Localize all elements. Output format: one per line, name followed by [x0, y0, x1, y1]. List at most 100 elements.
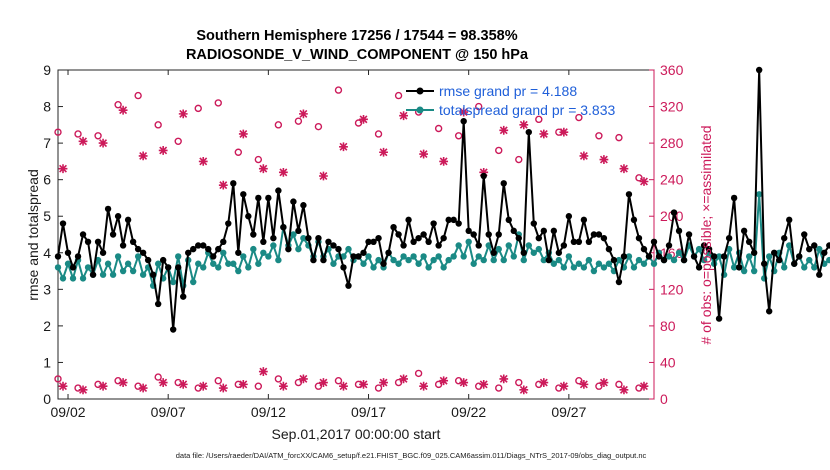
totalspread-marker — [520, 256, 527, 264]
obs_possible_upper-point — [334, 86, 343, 94]
y-tick-label-right-360: 360 — [660, 62, 684, 78]
totalspread-marker — [129, 267, 137, 275]
rmse-marker — [69, 264, 77, 271]
totalspread-marker — [134, 253, 142, 260]
legend: rmse grand pr = 4.188 totalspread grand … — [406, 83, 616, 118]
totalspread-marker — [816, 245, 823, 253]
obs_possible_upper-point — [174, 137, 182, 145]
totalspread-marker — [84, 264, 92, 271]
obs_possible_upper-point — [575, 113, 583, 122]
rmse-marker — [610, 256, 618, 264]
obs_possible_lower-point — [214, 377, 222, 385]
obs_assimilated_lower-glyph — [599, 378, 609, 387]
rmse-marker — [400, 242, 407, 249]
obs_assimilated_lower-point — [238, 379, 248, 389]
obs_assimilated_upper-glyph — [238, 129, 248, 139]
totalspread-marker — [175, 253, 182, 260]
totalspread-marker — [550, 260, 558, 267]
legend-spread-label: totalspread grand pr = 3.833 — [439, 102, 616, 118]
totalspread-marker — [595, 260, 603, 267]
rmse-marker — [380, 260, 387, 267]
obs_possible_lower-point — [414, 369, 423, 378]
x-tick-label-09/22: 09/22 — [451, 404, 486, 420]
obs_assimilated_lower-point — [299, 374, 308, 384]
legend-spread-marker — [416, 106, 424, 114]
rmse-marker — [455, 220, 462, 227]
obs_assimilated_upper-glyph — [138, 151, 148, 161]
obs_possible_upper-point — [595, 132, 603, 140]
obs_assimilated_lower-glyph — [619, 385, 629, 395]
rmse-marker — [74, 253, 82, 260]
y-tick-label-left-4: 4 — [43, 245, 51, 261]
totalspread-marker — [650, 260, 658, 267]
obs_assimilated_upper-point — [459, 107, 469, 117]
rmse-marker — [114, 213, 122, 220]
y-tick-label-left-9: 9 — [43, 62, 51, 78]
obs_assimilated_lower-glyph — [238, 379, 248, 389]
obs_assimilated_lower-glyph — [579, 379, 589, 389]
y-tick-label-left-8: 8 — [43, 99, 51, 115]
totalspread-marker — [635, 256, 643, 264]
rmse-marker — [560, 242, 568, 249]
totalspread-marker — [590, 267, 598, 275]
obs_assimilated_upper-glyph — [579, 151, 589, 161]
rmse-marker — [185, 249, 192, 256]
obs_assimilated_upper-glyph — [539, 129, 549, 139]
obs_possible_lower-point — [394, 378, 403, 387]
obs_assimilated_upper-point — [539, 129, 549, 139]
rmse-marker — [89, 271, 97, 278]
totalspread-marker — [700, 256, 708, 264]
obs_assimilated_upper-glyph — [439, 156, 449, 166]
totalspread-marker — [460, 253, 467, 260]
totalspread-marker — [480, 256, 487, 264]
obs_possible_lower-point — [495, 384, 503, 392]
rmse-marker — [796, 253, 803, 260]
totalspread-marker — [580, 264, 588, 271]
obs_assimilated_lower-glyph — [138, 383, 148, 393]
obs_assimilated_upper-glyph — [98, 138, 108, 148]
rmse-marker — [740, 227, 748, 235]
rmse-marker — [225, 220, 232, 227]
rmse-marker — [375, 234, 382, 242]
obs_assimilated_upper-point — [359, 114, 368, 124]
rmse-marker — [335, 245, 342, 253]
rmse-marker — [345, 282, 352, 289]
rmse-marker — [190, 245, 197, 253]
rmse-marker — [370, 238, 377, 246]
rmse-marker — [535, 234, 543, 242]
totalspread-marker — [826, 256, 830, 264]
obs_possible_upper-point — [214, 99, 222, 107]
obs_assimilated_lower-point — [339, 381, 348, 391]
obs_assimilated_upper-glyph — [619, 164, 629, 174]
obs_assimilated_lower-glyph — [559, 381, 569, 391]
obs_possible_upper-point — [194, 104, 202, 113]
data-file-footnote: data file: /Users/raeder/DAI/ATM_forcXX/… — [176, 451, 647, 460]
totalspread-marker — [465, 238, 472, 246]
rmse-marker — [365, 238, 372, 246]
obs_possible_upper-point — [154, 121, 162, 129]
rmse-marker — [275, 187, 282, 194]
totalspread-marker — [625, 253, 633, 260]
obs_assimilated_upper-point — [339, 142, 348, 152]
totalspread-marker — [230, 260, 237, 267]
obs_possible_upper-point — [394, 91, 403, 100]
obs_assimilated_upper-glyph — [158, 146, 168, 155]
rmse-marker — [720, 253, 728, 260]
totalspread-marker — [169, 278, 177, 286]
obs_possible_lower-point — [575, 377, 583, 385]
totalspread-marker — [555, 256, 563, 264]
obs_assimilated_upper-glyph — [78, 136, 88, 146]
rmse-marker — [620, 253, 628, 260]
obs_assimilated_upper-glyph — [299, 109, 308, 119]
rmse-marker — [430, 220, 437, 227]
plot-area — [57, 69, 655, 400]
y-tick-label-left-6: 6 — [43, 172, 51, 188]
rmse-marker — [405, 216, 412, 224]
obs_possible_upper-point — [515, 155, 523, 164]
totalspread-marker — [695, 245, 703, 253]
obs_possible_lower-point — [515, 378, 523, 387]
totalspread-marker — [806, 256, 813, 264]
obs_assimilated_lower-point — [359, 379, 368, 389]
rmse-marker — [270, 234, 277, 242]
obs_assimilated_lower-glyph — [519, 385, 529, 395]
